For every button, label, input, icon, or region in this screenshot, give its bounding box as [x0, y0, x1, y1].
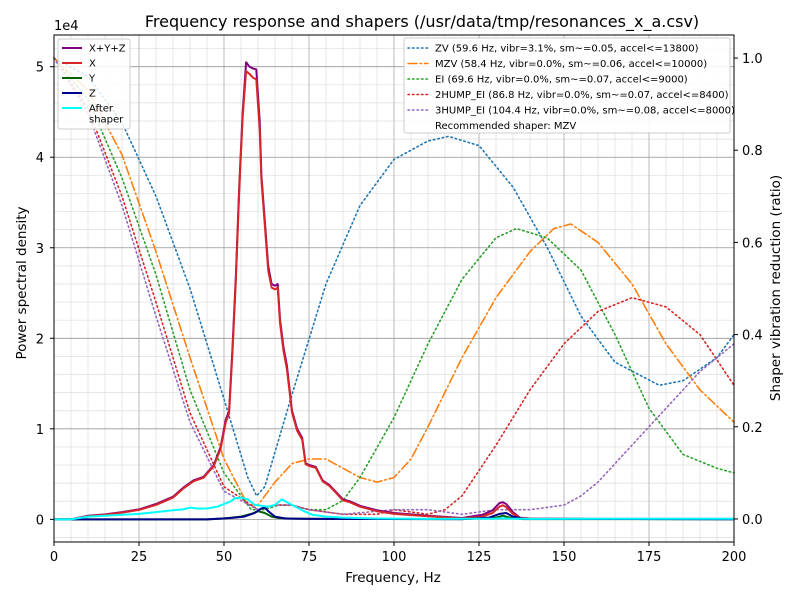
x-tick-label: 175 [637, 550, 662, 565]
psd-series-line [54, 506, 735, 521]
x-tick-label: 200 [722, 550, 747, 565]
x-tick-label: 75 [301, 550, 318, 565]
shaper-series-line [53, 57, 735, 511]
legend-psd-label: X [89, 59, 96, 70]
legend-shaper-label: 2HUMP_EI (86.8 Hz, vibr=0.0%, sm~=0.07, … [435, 90, 729, 101]
y-axis-right-label: Shaper vibration reduction (ratio) [768, 175, 784, 401]
y-tick-label: 3 [36, 242, 44, 257]
x-tick-label: 25 [131, 550, 148, 565]
legend-psd-label: After shaper [89, 104, 124, 126]
x-tick-label: 125 [467, 550, 492, 565]
shaper-series-line [53, 57, 735, 506]
legend-shaper-label: EI (69.6 Hz, vibr=0.0%, sm~=0.07, accel<… [435, 75, 688, 86]
legend-psd-label: Z [89, 89, 96, 100]
legend-psd-label: X+Y+Z [89, 44, 126, 55]
legend-shaper-label: ZV (59.6 Hz, vibr=3.1%, sm~=0.05, accel<… [435, 44, 699, 55]
y-right-tick-label: 0.0 [742, 513, 763, 528]
x-tick-label: 150 [552, 550, 577, 565]
y-right-tick-label: 0.8 [742, 144, 763, 159]
y-right-tick-label: 0.2 [742, 421, 763, 436]
legend-shaper-label: MZV (58.4 Hz, vibr=0.0%, sm~=0.06, accel… [435, 59, 707, 70]
x-tick-label: 0 [50, 550, 58, 565]
x-axis-label: Frequency, Hz [345, 570, 441, 586]
x-tick-label: 50 [216, 550, 233, 565]
y-right-tick-label: 0.4 [742, 329, 763, 344]
recommended-shaper-text: Recommended shaper: MZV [435, 121, 576, 132]
x-tick-label: 100 [382, 550, 407, 565]
y-axis-label: Power spectral density [14, 206, 30, 359]
y-exponent-label: 1e4 [54, 19, 79, 34]
y-right-tick-label: 1.0 [742, 52, 763, 67]
chart-title: Frequency response and shapers (/usr/dat… [145, 12, 699, 32]
y-tick-label: 2 [36, 332, 44, 347]
psd-series-line [54, 496, 734, 521]
y-tick-label: 0 [36, 513, 44, 528]
y-tick-label: 5 [36, 61, 44, 76]
legend-psd-box [57, 38, 131, 130]
legend-shaper-label: 3HUMP_EI (104.4 Hz, vibr=0.0%, sm~=0.08,… [435, 106, 735, 117]
y-tick-label: 4 [36, 151, 44, 166]
y-right-tick-label: 0.6 [742, 236, 763, 251]
legend-shaper-box [403, 37, 731, 134]
shaper-series-line [53, 57, 735, 498]
shaper-series-line [53, 57, 735, 516]
legend-psd-label: Y [88, 74, 96, 85]
y-tick-label: 1 [36, 423, 44, 438]
